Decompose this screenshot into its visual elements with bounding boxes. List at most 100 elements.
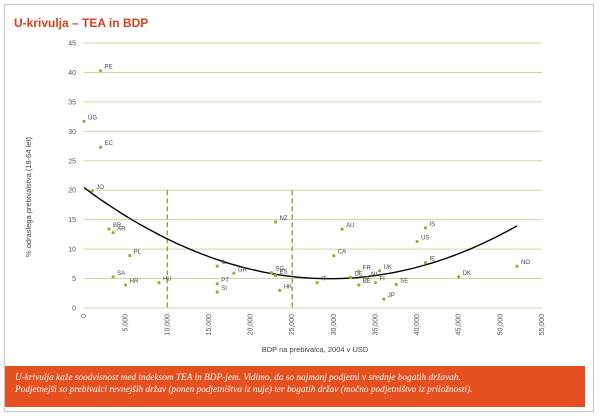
data-point (215, 290, 219, 294)
x-tick-label: 40,000 (414, 314, 421, 336)
y-tick-label: 30 (68, 129, 76, 136)
data-point (269, 271, 273, 275)
data-point-label: CA (338, 250, 346, 256)
y-tick-label: 25 (68, 158, 76, 165)
y-tick-label: 5 (72, 276, 76, 283)
y-tick-label: 20 (68, 188, 76, 195)
x-axis-label: BDP na prebivalca, 2004 v USD (262, 345, 369, 354)
data-point-label: IS (429, 222, 435, 228)
data-point (128, 253, 132, 258)
data-point-label: EC (105, 141, 114, 147)
data-point-label: US (421, 235, 429, 241)
x-tick-label: 15,000 (206, 314, 213, 336)
x-tick-label: 45,000 (456, 314, 463, 336)
data-point-label: HK (284, 284, 292, 290)
data-point-label: BE (363, 279, 371, 285)
data-point (215, 264, 219, 268)
data-point (378, 269, 382, 273)
x-axis-ticks: 0 5,000 10,000 15,000 20,000 25,000 30,000 35,0… (81, 314, 546, 336)
data-point-label: JP (388, 293, 395, 299)
data-point-label: IT (321, 277, 327, 283)
data-point-label: GR (238, 267, 248, 273)
data-point (278, 288, 282, 292)
data-point-label: FR (363, 265, 372, 271)
data-point-label: JO (96, 185, 104, 191)
data-point-label: IL (221, 260, 227, 266)
data-point-label: ES (280, 270, 288, 276)
y-tick-label: 35 (68, 99, 76, 106)
data-point (415, 239, 419, 244)
x-tick-label: 30,000 (331, 314, 338, 336)
data-point (111, 231, 115, 235)
data-point (315, 281, 319, 285)
u-trend-curve (83, 187, 518, 280)
data-point-label: PL (134, 250, 142, 256)
chart-title: U-krivulja – TEA in BDP (14, 16, 149, 30)
data-point (423, 226, 428, 230)
x-tick-label: 0 (81, 314, 88, 318)
data-point (457, 275, 461, 279)
data-point-label: PT (221, 278, 229, 284)
data-point (340, 227, 344, 231)
data-point-label: HU (163, 277, 172, 283)
data-point (357, 283, 361, 287)
caption-box: U-krivulja kaže soodvisnost med indeksom… (5, 366, 585, 407)
data-point (107, 227, 111, 231)
data-point (373, 281, 378, 285)
x-tick-label: 35,000 (372, 314, 379, 336)
data-point (382, 297, 386, 301)
data-point-label: SG (275, 267, 284, 273)
y-tick-label: 15 (68, 217, 76, 224)
data-point-label: PE (105, 65, 113, 71)
grid-lines (84, 42, 542, 309)
data-point-label: NO (521, 260, 530, 266)
data-point (124, 283, 128, 287)
data-point (273, 274, 278, 278)
data-point-label: UK (384, 265, 392, 271)
data-point-label: SI (221, 286, 227, 292)
data-point (90, 189, 94, 193)
data-point-label: NZ (280, 216, 288, 222)
data-point (332, 253, 336, 258)
y-tick-label: 40 (68, 70, 76, 77)
y-axis-ticks: 0 5 10 15 20 25 30 35 40 45 (68, 41, 76, 313)
data-point-label: SA (117, 271, 125, 277)
data-point-label: FI (379, 277, 385, 283)
data-point (99, 69, 103, 73)
data-point (157, 281, 161, 285)
x-tick-label: 25,000 (289, 314, 296, 336)
data-point (348, 275, 353, 279)
data-point (82, 119, 86, 123)
data-point (357, 269, 361, 274)
x-tick-label: 50,000 (497, 314, 504, 336)
x-tick-label: 5,000 (123, 314, 130, 332)
caption-line-2: Podjetnejši so prebivalci revnejših drža… (15, 385, 473, 395)
data-point (394, 282, 398, 287)
data-point-label: UG (88, 115, 97, 121)
reference-lines (166, 190, 293, 308)
data-point (111, 275, 115, 279)
data-point (273, 220, 278, 224)
y-tick-label: 45 (68, 41, 76, 48)
x-tick-label: 10,000 (164, 314, 171, 336)
caption-line-1: U-krivulja kaže soodvisnost med indeksom… (15, 373, 461, 383)
data-point (515, 264, 519, 268)
data-point (423, 261, 428, 265)
data-point-label: BR (113, 223, 122, 229)
data-point (365, 276, 369, 280)
data-point (215, 282, 219, 286)
data-point (99, 145, 103, 149)
data-point-label: SE (400, 278, 408, 284)
x-tick-label: 55,000 (539, 314, 546, 336)
data-point-label: HR (130, 279, 139, 285)
data-point-label: NL (371, 272, 379, 278)
data-point-label: IE (429, 257, 435, 263)
data-point-label: DE (354, 271, 362, 277)
data-point-label: DK (463, 271, 471, 277)
data-point-label: AU (346, 223, 354, 229)
y-tick-label: 10 (68, 247, 76, 254)
data-point (232, 271, 236, 275)
y-tick-label: 0 (72, 306, 76, 313)
